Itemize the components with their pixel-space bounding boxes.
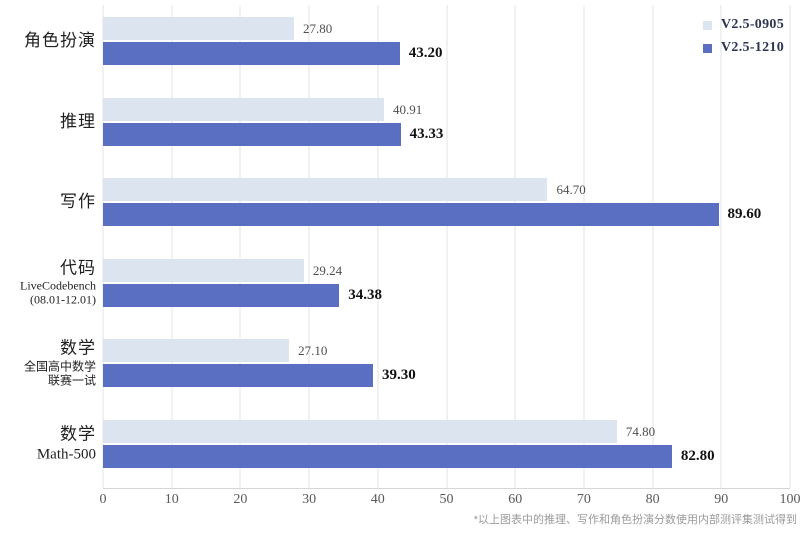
bar-v2.5-0905 [103, 420, 617, 443]
value-label-v2.5-0905: 74.80 [625, 424, 656, 439]
value-label-v2.5-1210: 89.60 [727, 206, 762, 223]
x-tick-label: 10 [164, 492, 179, 507]
category-label: 数学 全国高中数学 联赛一试 [0, 339, 96, 388]
category-label: 数学 Math-500 [0, 425, 96, 464]
legend-item-v25-0905: V2.5-0905 [703, 17, 784, 33]
category-label: 写作 [0, 192, 96, 212]
bar-v2.5-1210 [103, 364, 373, 388]
gridline [308, 5, 310, 488]
category-label: 推理 [0, 112, 96, 132]
category-label-main: 数学 [60, 424, 96, 444]
bar-group: 27.80 43.20 [103, 17, 790, 65]
gridline [720, 5, 722, 488]
legend: V2.5-0905 V2.5-1210 [703, 17, 784, 56]
bar-v2.5-1210 [103, 122, 401, 146]
legend-marker-v25-0905 [703, 20, 713, 30]
legend-label-v25-0905: V2.5-0905 [721, 17, 784, 32]
gridline [377, 5, 379, 488]
bar-group: 29.24 34.38 [103, 258, 790, 307]
bar-v2.5-0905 [103, 17, 294, 40]
value-label-v2.5-0905: 27.10 [298, 343, 328, 359]
bar-v2.5-1210 [103, 445, 672, 468]
footnote: *以上图表中的推理、写作和角色扮演分数使用内部测评集测试得到 [473, 514, 797, 526]
value-label-v2.5-0905: 29.24 [312, 262, 343, 278]
value-label-v2.5-1210: 39.30 [381, 367, 416, 384]
x-tick-label: 60 [508, 492, 523, 507]
value-label-v2.5-0905: 40.91 [393, 101, 423, 117]
category-label-main: 数学 [60, 338, 96, 358]
bar-v2.5-1210 [103, 203, 719, 227]
value-label-v2.5-1210: 43.20 [408, 45, 443, 61]
x-tick-label: 100 [779, 492, 801, 507]
legend-label-v25-1210: V2.5-1210 [721, 40, 784, 55]
category-label-main: 写作 [60, 192, 96, 212]
bar-group: 40.91 43.33 [103, 97, 790, 146]
bar-v2.5-0905 [103, 258, 304, 282]
legend-item-v25-1210: V2.5-1210 [703, 40, 784, 56]
x-axis: 0 10 20 30 40 50 60 70 80 90 100 [99, 492, 801, 512]
gridline [446, 5, 447, 488]
bar-v2.5-1210 [103, 42, 400, 65]
category-label: 角色扮演 [0, 31, 96, 51]
bar-group: 64.70 89.60 [103, 178, 790, 227]
x-tick-label: 70 [576, 492, 591, 507]
bar-v2.5-0905 [103, 97, 385, 121]
category-labels: 角色扮演 推理 写作 代码 LiveCodebench (08.01-12.01) 数学全… [0, 5, 96, 488]
gridline [239, 5, 241, 488]
value-label-v2.5-1210: 82.80 [680, 448, 715, 464]
x-tick-label: 80 [645, 492, 660, 507]
category-label-main: 推理 [60, 111, 96, 131]
value-label-v2.5-1210: 43.33 [409, 125, 444, 142]
gridline [652, 5, 654, 488]
value-label-v2.5-0905: 64.70 [556, 182, 586, 198]
bar-v2.5-0905 [103, 339, 290, 363]
category-label-main: 角色扮演 [24, 31, 96, 51]
category-label-sub: LiveCodebench (08.01-12.01) [20, 278, 96, 307]
gridline [102, 5, 104, 488]
x-tick-label: 40 [370, 492, 385, 507]
x-tick-label: 90 [714, 492, 729, 507]
x-tick-label: 50 [439, 492, 454, 507]
plot-area: V2.5-0905 V2.5-1210 27.80 43.20 40.91 43.33… [102, 5, 791, 489]
gridline [171, 5, 173, 488]
bar-group: 74.80 82.80 [103, 420, 790, 468]
category-label-sub: Math-500 [36, 446, 96, 463]
x-tick-label: 30 [302, 492, 317, 507]
x-tick-label: 0 [99, 492, 107, 507]
category-label: 代码 LiveCodebench (08.01-12.01) [0, 258, 96, 307]
gridline [583, 5, 585, 488]
x-tick-label: 20 [233, 492, 248, 507]
gridline [789, 5, 791, 488]
value-label-v2.5-1210: 34.38 [348, 286, 382, 303]
value-label-v2.5-0905: 27.80 [302, 21, 333, 36]
category-label-main: 代码 [60, 258, 96, 278]
bar-group: 27.10 39.30 [103, 339, 790, 388]
legend-marker-v25-1210 [703, 43, 713, 53]
category-label-sub: 全国高中数学 联赛一试 [23, 359, 96, 388]
bar-v2.5-0905 [103, 178, 548, 202]
bar-v2.5-1210 [103, 283, 340, 307]
gridline [514, 5, 516, 488]
